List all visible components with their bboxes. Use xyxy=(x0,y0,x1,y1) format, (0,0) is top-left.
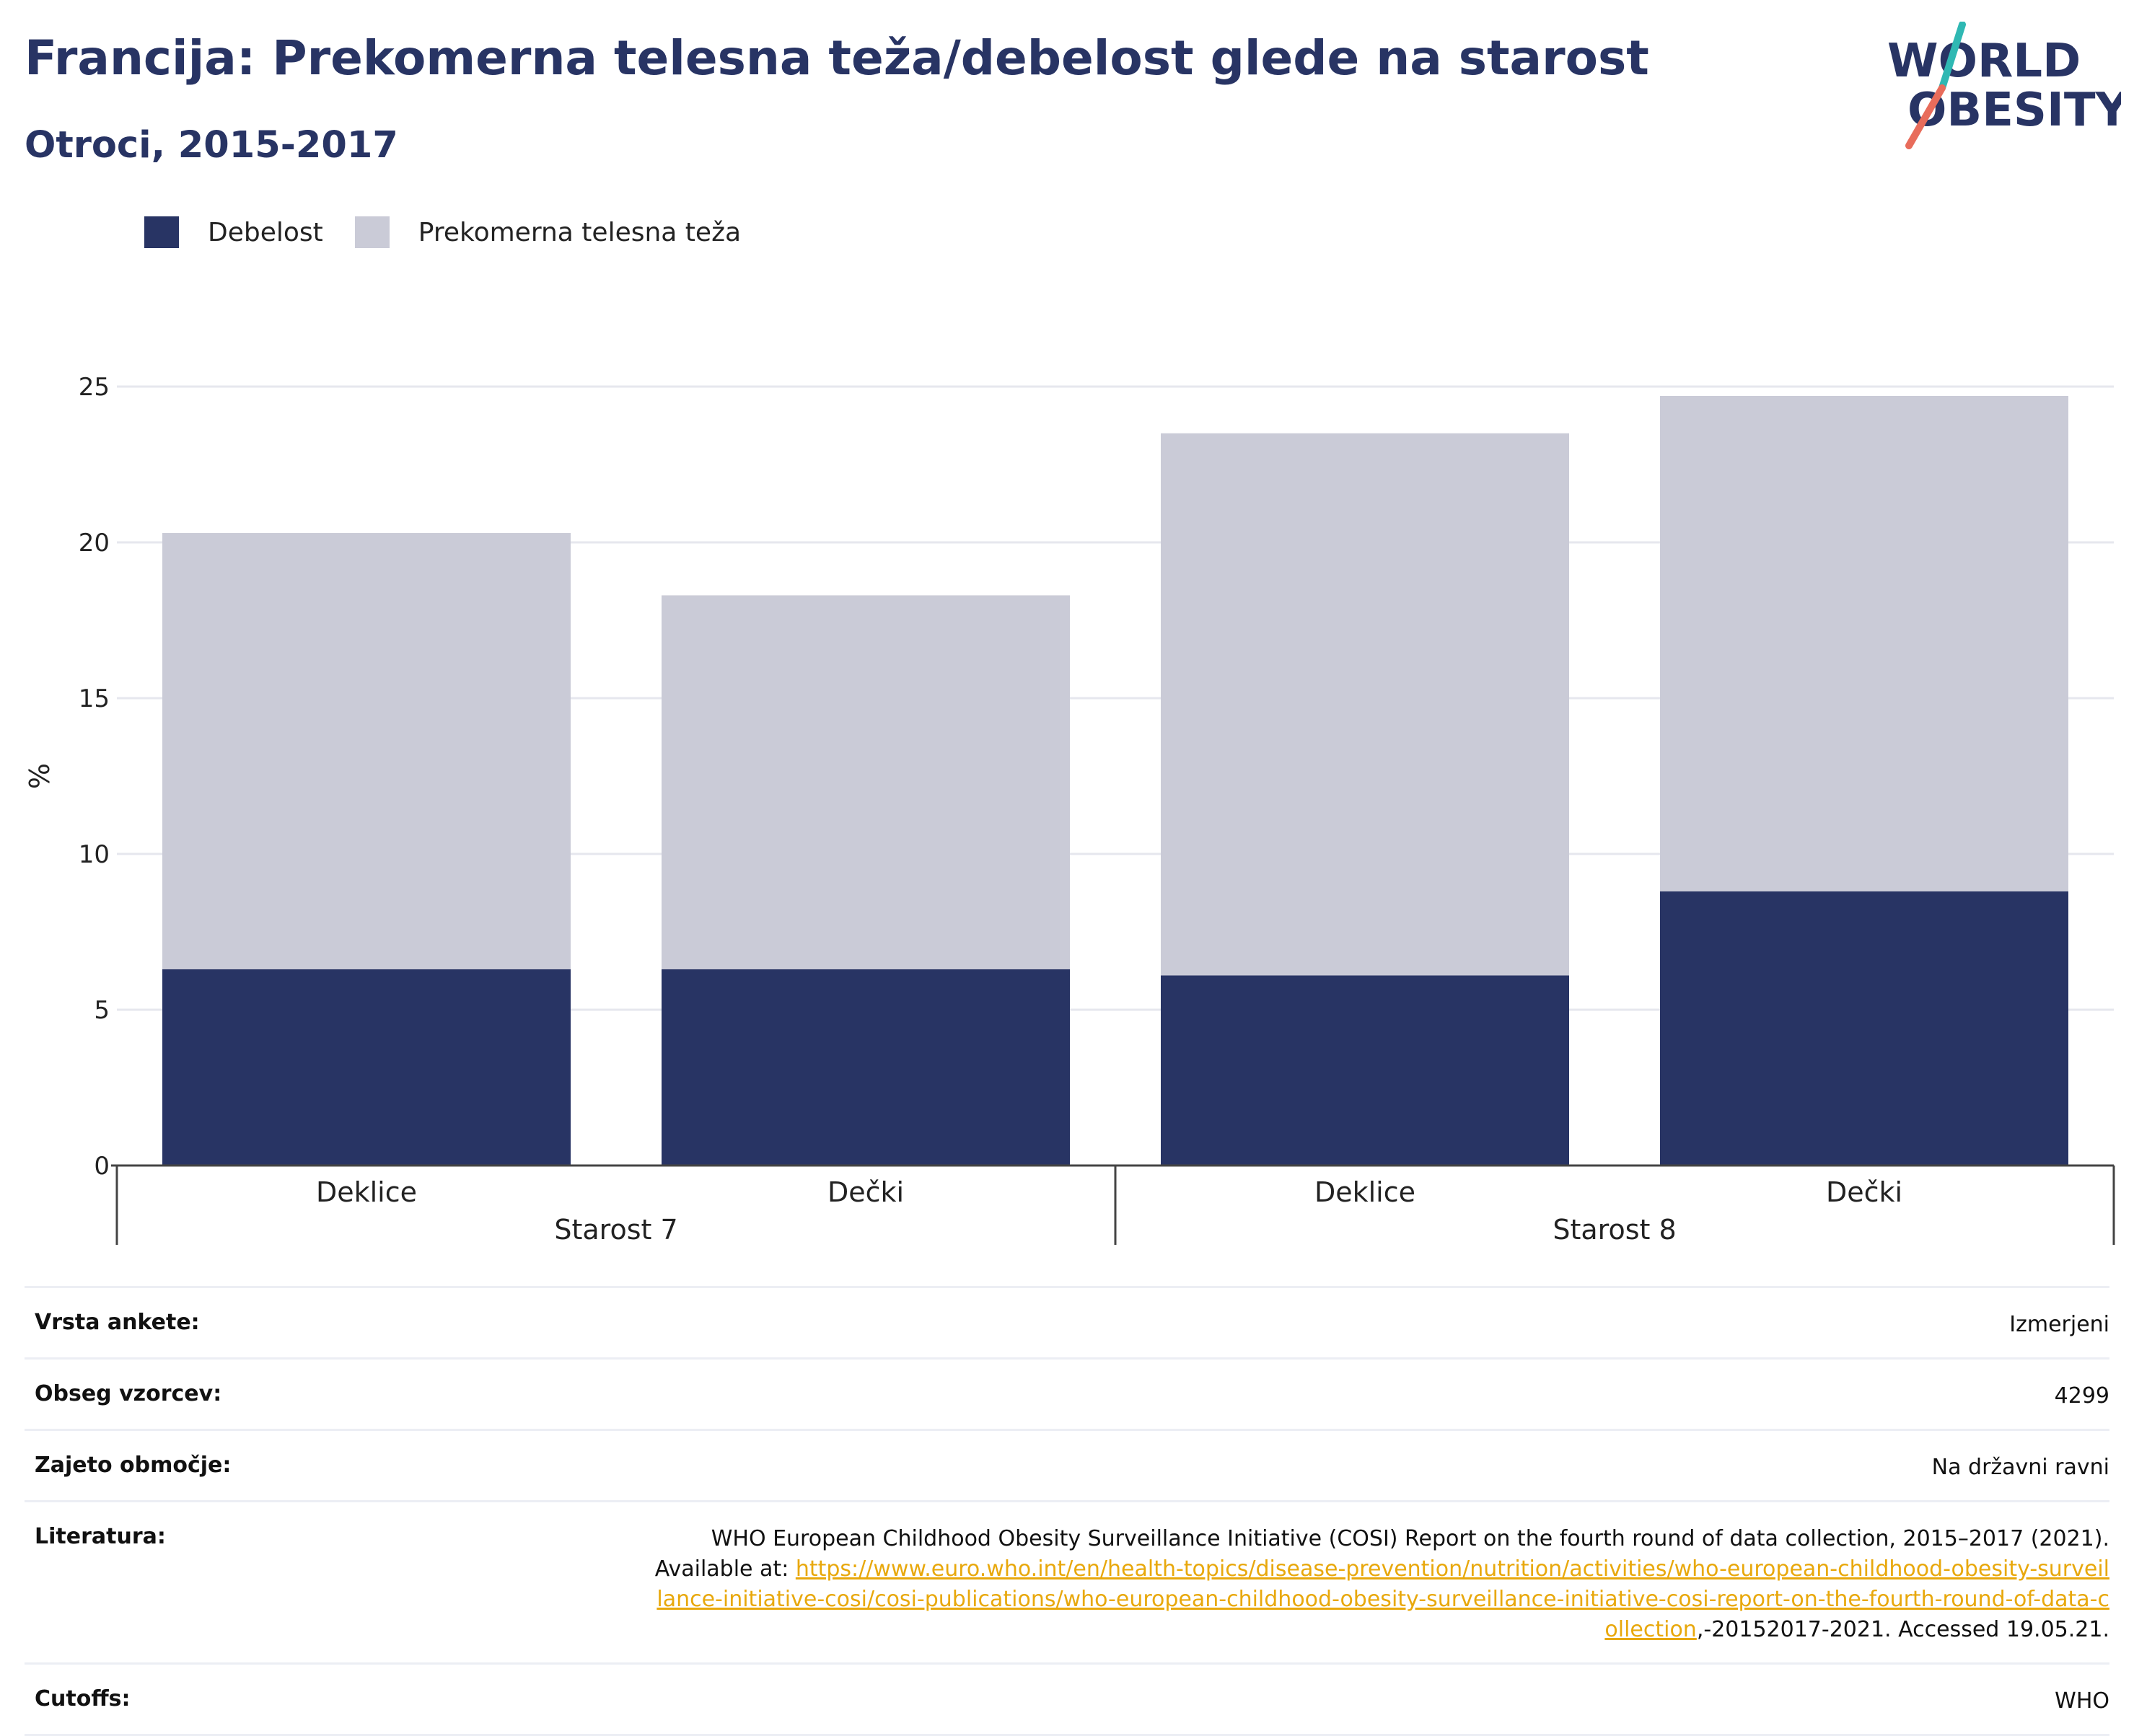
y-tick-label: 20 xyxy=(79,529,110,558)
x-tick-label: Deklice xyxy=(1314,1176,1415,1208)
literature-link[interactable]: https://www.euro.who.int/en/health-topic… xyxy=(657,1556,2109,1642)
bar-prekomerna xyxy=(162,533,571,969)
logo-slash-teal xyxy=(1938,22,1966,92)
legend-swatch-prekomerna xyxy=(354,216,390,248)
literature-text: WHO European Childhood Obesity Surveilla… xyxy=(654,1526,2109,1582)
legend-swatch-debelost xyxy=(144,216,179,248)
survey-label: Vrsta ankete: xyxy=(35,1310,200,1335)
literature-suffix: ,-20152017-2021. Accessed 19.05.21. xyxy=(1696,1617,2109,1642)
cutoffs-value: WHO xyxy=(2055,1688,2109,1714)
info-row-survey: Vrsta ankete: Izmerjeni xyxy=(25,1286,2109,1357)
stacked-bar-chart: 0 5 10 15 20 25% Deklice Dečki Deklice Dečki Staro… xyxy=(24,373,2115,1246)
x-tick-label: Deklice xyxy=(316,1176,417,1208)
legend-label-prekomerna: Prekomerna telesna teža xyxy=(418,217,742,247)
y-tick-label: 15 xyxy=(79,684,110,713)
legend-item-debelost[interactable]: Debelost xyxy=(144,216,323,248)
info-row-sample: Obseg vzorcev: 4299 xyxy=(25,1357,2109,1429)
chart-subtitle: Otroci, 2015-2017 xyxy=(25,124,398,167)
area-label: Zajeto območje: xyxy=(35,1453,232,1478)
x-tick-label: Dečki xyxy=(827,1176,904,1208)
bar-prekomerna xyxy=(1660,395,2068,891)
y-tick-label: 0 xyxy=(94,1152,110,1181)
sample-label: Obseg vzorcev: xyxy=(35,1381,222,1406)
bar-debelost xyxy=(1161,975,1569,1166)
literature-label: Literatura: xyxy=(35,1524,166,1549)
y-tick-label: 25 xyxy=(79,373,110,402)
info-row-literature: Literatura: WHO European Childhood Obesi… xyxy=(25,1500,2109,1662)
chart-title: Francija: Prekomerna telesna teža/debelo… xyxy=(25,30,1649,86)
area-value: Na državni ravni xyxy=(1931,1455,2109,1480)
world-obesity-logo: WORLD OBESITY xyxy=(1887,22,2121,149)
survey-value: Izmerjeni xyxy=(2009,1312,2109,1337)
group-label: Starost 7 xyxy=(554,1214,677,1246)
legend-label-debelost: Debelost xyxy=(208,217,323,247)
y-tick-label: 10 xyxy=(79,840,110,869)
legend-item-prekomerna[interactable]: Prekomerna telesna teža xyxy=(354,216,742,248)
bar-debelost xyxy=(162,969,571,1166)
literature-value: WHO European Childhood Obesity Surveilla… xyxy=(652,1524,2109,1645)
x-tick-label: Dečki xyxy=(1826,1176,1902,1208)
info-row-area: Zajeto območje: Na državni ravni xyxy=(25,1429,2109,1500)
y-tick-label: 5 xyxy=(94,996,110,1025)
group-label: Starost 8 xyxy=(1553,1214,1676,1246)
info-row-cutoffs: Cutoffs: WHO xyxy=(25,1662,2109,1736)
sample-value: 4299 xyxy=(2054,1383,2109,1409)
logo-line-1: WORLD xyxy=(1887,35,2081,88)
y-axis-label: % xyxy=(24,763,56,789)
chart-legend: Debelost Prekomerna telesna teža xyxy=(144,216,773,248)
info-table: Vrsta ankete: Izmerjeni Obseg vzorcev: 4… xyxy=(25,1286,2109,1736)
bar-debelost xyxy=(662,969,1070,1166)
logo-slash-coral xyxy=(1905,84,1946,149)
bar-debelost xyxy=(1660,891,2068,1166)
bar-prekomerna xyxy=(1161,433,1569,976)
cutoffs-label: Cutoffs: xyxy=(35,1686,131,1711)
bar-prekomerna xyxy=(662,595,1070,969)
